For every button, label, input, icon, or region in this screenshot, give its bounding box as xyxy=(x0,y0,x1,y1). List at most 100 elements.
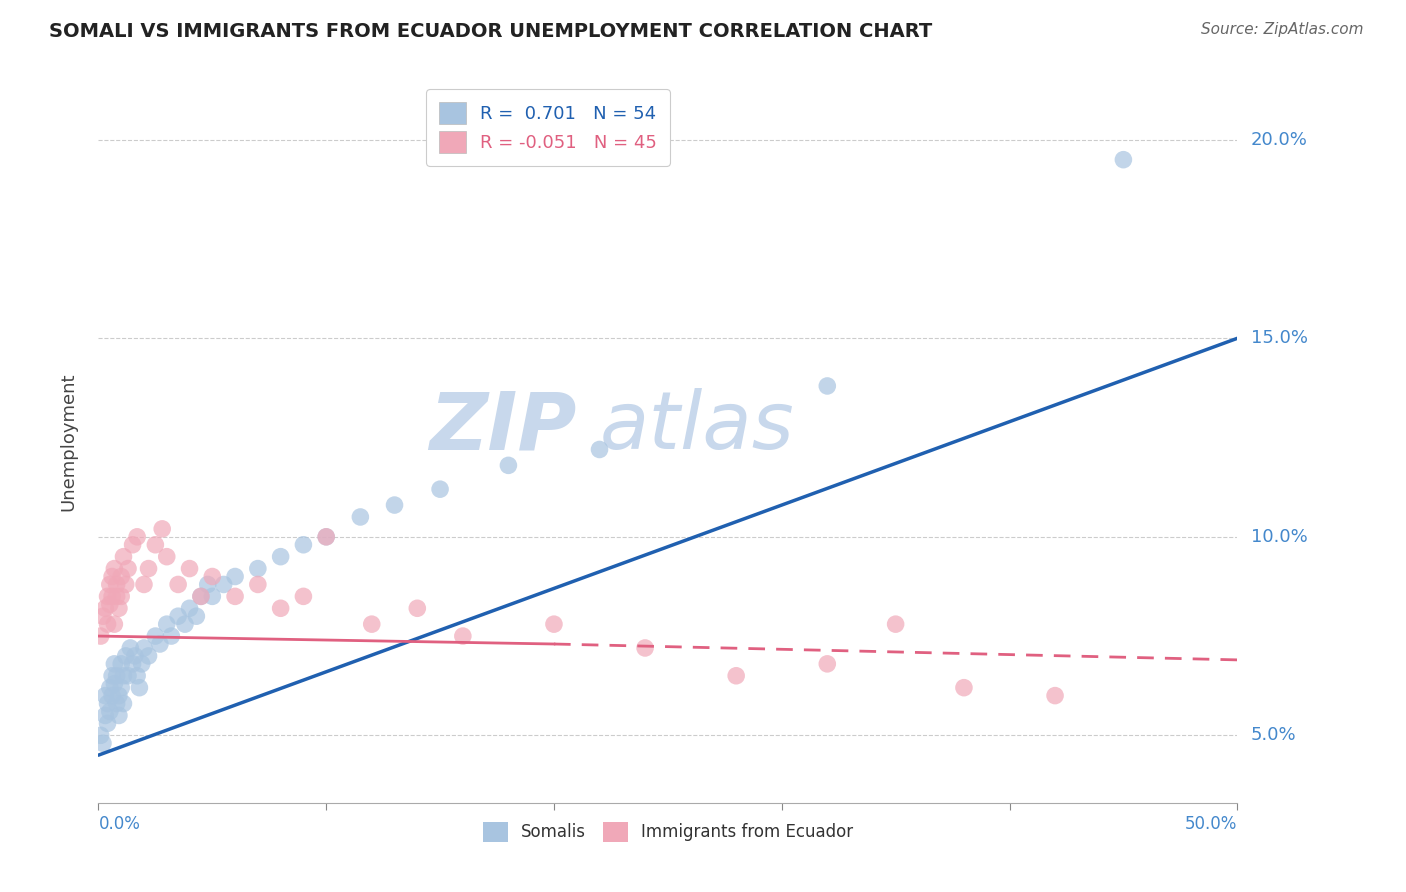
Text: Source: ZipAtlas.com: Source: ZipAtlas.com xyxy=(1201,22,1364,37)
Point xyxy=(138,561,160,575)
Point xyxy=(108,708,131,723)
Point xyxy=(120,640,142,655)
Point xyxy=(121,657,143,671)
Point xyxy=(132,640,155,655)
Text: SOMALI VS IMMIGRANTS FROM ECUADOR UNEMPLOYMENT CORRELATION CHART: SOMALI VS IMMIGRANTS FROM ECUADOR UNEMPL… xyxy=(49,22,932,41)
Point xyxy=(96,697,118,711)
Point xyxy=(1043,689,1066,703)
Text: atlas: atlas xyxy=(599,388,794,467)
Point xyxy=(138,648,160,663)
Point xyxy=(292,538,315,552)
Point xyxy=(90,728,112,742)
Point xyxy=(156,617,179,632)
Point xyxy=(349,510,371,524)
Point xyxy=(105,697,128,711)
Point xyxy=(105,590,128,604)
Point xyxy=(953,681,976,695)
Point xyxy=(543,617,565,632)
Point xyxy=(149,637,172,651)
Point xyxy=(179,601,201,615)
Point xyxy=(127,530,149,544)
Point xyxy=(292,590,315,604)
Point xyxy=(117,669,139,683)
Point xyxy=(110,681,132,695)
Point xyxy=(212,577,235,591)
Point xyxy=(91,609,114,624)
Point xyxy=(315,530,337,544)
Point xyxy=(197,577,219,591)
Point xyxy=(156,549,179,564)
Point xyxy=(315,530,337,544)
Point xyxy=(94,601,117,615)
Point xyxy=(98,681,121,695)
Point xyxy=(112,669,135,683)
Point xyxy=(103,617,125,632)
Point xyxy=(103,657,125,671)
Point xyxy=(110,569,132,583)
Point xyxy=(429,482,451,496)
Point xyxy=(190,590,212,604)
Point xyxy=(588,442,610,457)
Point xyxy=(117,561,139,575)
Point xyxy=(98,705,121,719)
Point xyxy=(98,597,121,611)
Point xyxy=(186,609,208,624)
Point xyxy=(105,577,128,591)
Point xyxy=(110,657,132,671)
Text: 0.0%: 0.0% xyxy=(98,814,141,833)
Point xyxy=(128,681,150,695)
Point xyxy=(224,590,246,604)
Point xyxy=(167,609,190,624)
Point xyxy=(384,498,406,512)
Point xyxy=(498,458,520,473)
Point xyxy=(103,676,125,690)
Point xyxy=(224,569,246,583)
Point xyxy=(246,577,269,591)
Y-axis label: Unemployment: Unemployment xyxy=(59,372,77,511)
Point xyxy=(360,617,382,632)
Point xyxy=(145,629,167,643)
Point xyxy=(406,601,429,615)
Point xyxy=(101,669,124,683)
Point xyxy=(1112,153,1135,167)
Point xyxy=(145,538,167,552)
Text: 20.0%: 20.0% xyxy=(1251,131,1308,149)
Point xyxy=(270,549,292,564)
Text: 50.0%: 50.0% xyxy=(1185,814,1237,833)
Point xyxy=(101,590,124,604)
Point xyxy=(96,617,118,632)
Point xyxy=(91,736,114,750)
Point xyxy=(815,657,838,671)
Text: 15.0%: 15.0% xyxy=(1251,329,1308,347)
Point xyxy=(246,561,269,575)
Point xyxy=(101,569,124,583)
Point xyxy=(94,689,117,703)
Point xyxy=(96,716,118,731)
Point xyxy=(124,648,146,663)
Point xyxy=(114,648,136,663)
Point xyxy=(201,569,224,583)
Point xyxy=(90,629,112,643)
Point xyxy=(451,629,474,643)
Point xyxy=(108,689,131,703)
Text: ZIP: ZIP xyxy=(429,388,576,467)
Point xyxy=(131,657,153,671)
Point xyxy=(160,629,183,643)
Point xyxy=(815,379,838,393)
Point xyxy=(114,577,136,591)
Point xyxy=(634,640,657,655)
Point xyxy=(725,669,748,683)
Point xyxy=(121,538,143,552)
Point xyxy=(112,697,135,711)
Point xyxy=(94,708,117,723)
Point xyxy=(98,577,121,591)
Point xyxy=(167,577,190,591)
Point xyxy=(127,669,149,683)
Point xyxy=(884,617,907,632)
Point xyxy=(190,590,212,604)
Point xyxy=(101,689,124,703)
Point xyxy=(270,601,292,615)
Point xyxy=(179,561,201,575)
Point xyxy=(103,561,125,575)
Point xyxy=(201,590,224,604)
